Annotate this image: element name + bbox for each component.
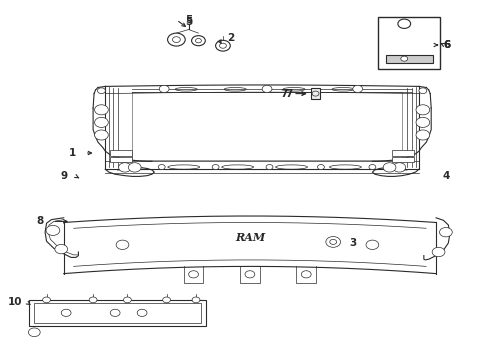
Ellipse shape: [329, 165, 362, 169]
Circle shape: [366, 240, 379, 249]
Circle shape: [137, 309, 147, 316]
Circle shape: [159, 85, 169, 93]
Circle shape: [163, 297, 171, 303]
Circle shape: [369, 165, 376, 170]
Circle shape: [128, 163, 141, 172]
Circle shape: [192, 297, 200, 303]
Text: 10: 10: [7, 297, 22, 307]
Bar: [29, 300, 206, 326]
Circle shape: [312, 91, 319, 96]
Text: 6: 6: [443, 40, 450, 50]
Circle shape: [172, 37, 180, 42]
Text: 1: 1: [69, 148, 76, 158]
Circle shape: [168, 33, 185, 46]
Circle shape: [95, 130, 108, 140]
Circle shape: [301, 271, 311, 278]
Circle shape: [95, 105, 108, 115]
Bar: [311, 88, 320, 99]
Circle shape: [95, 117, 108, 127]
Circle shape: [116, 240, 129, 249]
Circle shape: [61, 309, 71, 316]
Circle shape: [192, 36, 205, 46]
Circle shape: [326, 237, 341, 247]
Text: 7: 7: [285, 89, 293, 99]
Circle shape: [220, 43, 226, 48]
Circle shape: [262, 85, 272, 93]
Circle shape: [398, 19, 411, 28]
Circle shape: [89, 297, 97, 303]
Ellipse shape: [224, 87, 246, 91]
Bar: [392, 150, 414, 156]
Circle shape: [189, 271, 198, 278]
Text: 5: 5: [185, 17, 192, 27]
Circle shape: [266, 165, 273, 170]
Circle shape: [318, 165, 324, 170]
Circle shape: [43, 297, 50, 303]
Text: 2: 2: [227, 33, 234, 43]
Circle shape: [383, 163, 396, 172]
Circle shape: [416, 117, 430, 127]
Bar: [392, 157, 414, 162]
Circle shape: [212, 165, 219, 170]
Circle shape: [46, 225, 60, 235]
Ellipse shape: [168, 165, 200, 169]
Ellipse shape: [332, 87, 354, 91]
Circle shape: [216, 40, 230, 51]
Circle shape: [440, 228, 452, 237]
Text: 5: 5: [185, 15, 192, 25]
Circle shape: [432, 247, 445, 257]
Text: 7: 7: [281, 89, 288, 99]
Circle shape: [416, 130, 430, 140]
Circle shape: [123, 297, 131, 303]
Circle shape: [401, 56, 408, 61]
Ellipse shape: [275, 165, 308, 169]
Bar: [378, 17, 440, 69]
Circle shape: [416, 105, 430, 115]
Circle shape: [28, 328, 40, 337]
Text: 8: 8: [37, 216, 44, 226]
Circle shape: [196, 39, 201, 43]
Text: 6: 6: [443, 40, 450, 50]
Ellipse shape: [175, 87, 197, 91]
Ellipse shape: [221, 165, 254, 169]
Bar: [110, 157, 132, 162]
Circle shape: [119, 163, 131, 172]
Circle shape: [393, 163, 406, 172]
Circle shape: [245, 271, 255, 278]
Text: 9: 9: [60, 171, 67, 181]
Ellipse shape: [283, 87, 305, 91]
Circle shape: [353, 85, 363, 93]
Circle shape: [55, 244, 68, 254]
Bar: [34, 303, 201, 323]
Circle shape: [158, 165, 165, 170]
Circle shape: [330, 239, 337, 244]
Bar: [386, 55, 433, 63]
Circle shape: [419, 88, 427, 94]
Circle shape: [98, 88, 105, 94]
Text: 3: 3: [349, 238, 356, 248]
Bar: [110, 150, 132, 156]
Text: 4: 4: [442, 171, 450, 181]
Circle shape: [110, 309, 120, 316]
Text: RAM: RAM: [235, 232, 265, 243]
